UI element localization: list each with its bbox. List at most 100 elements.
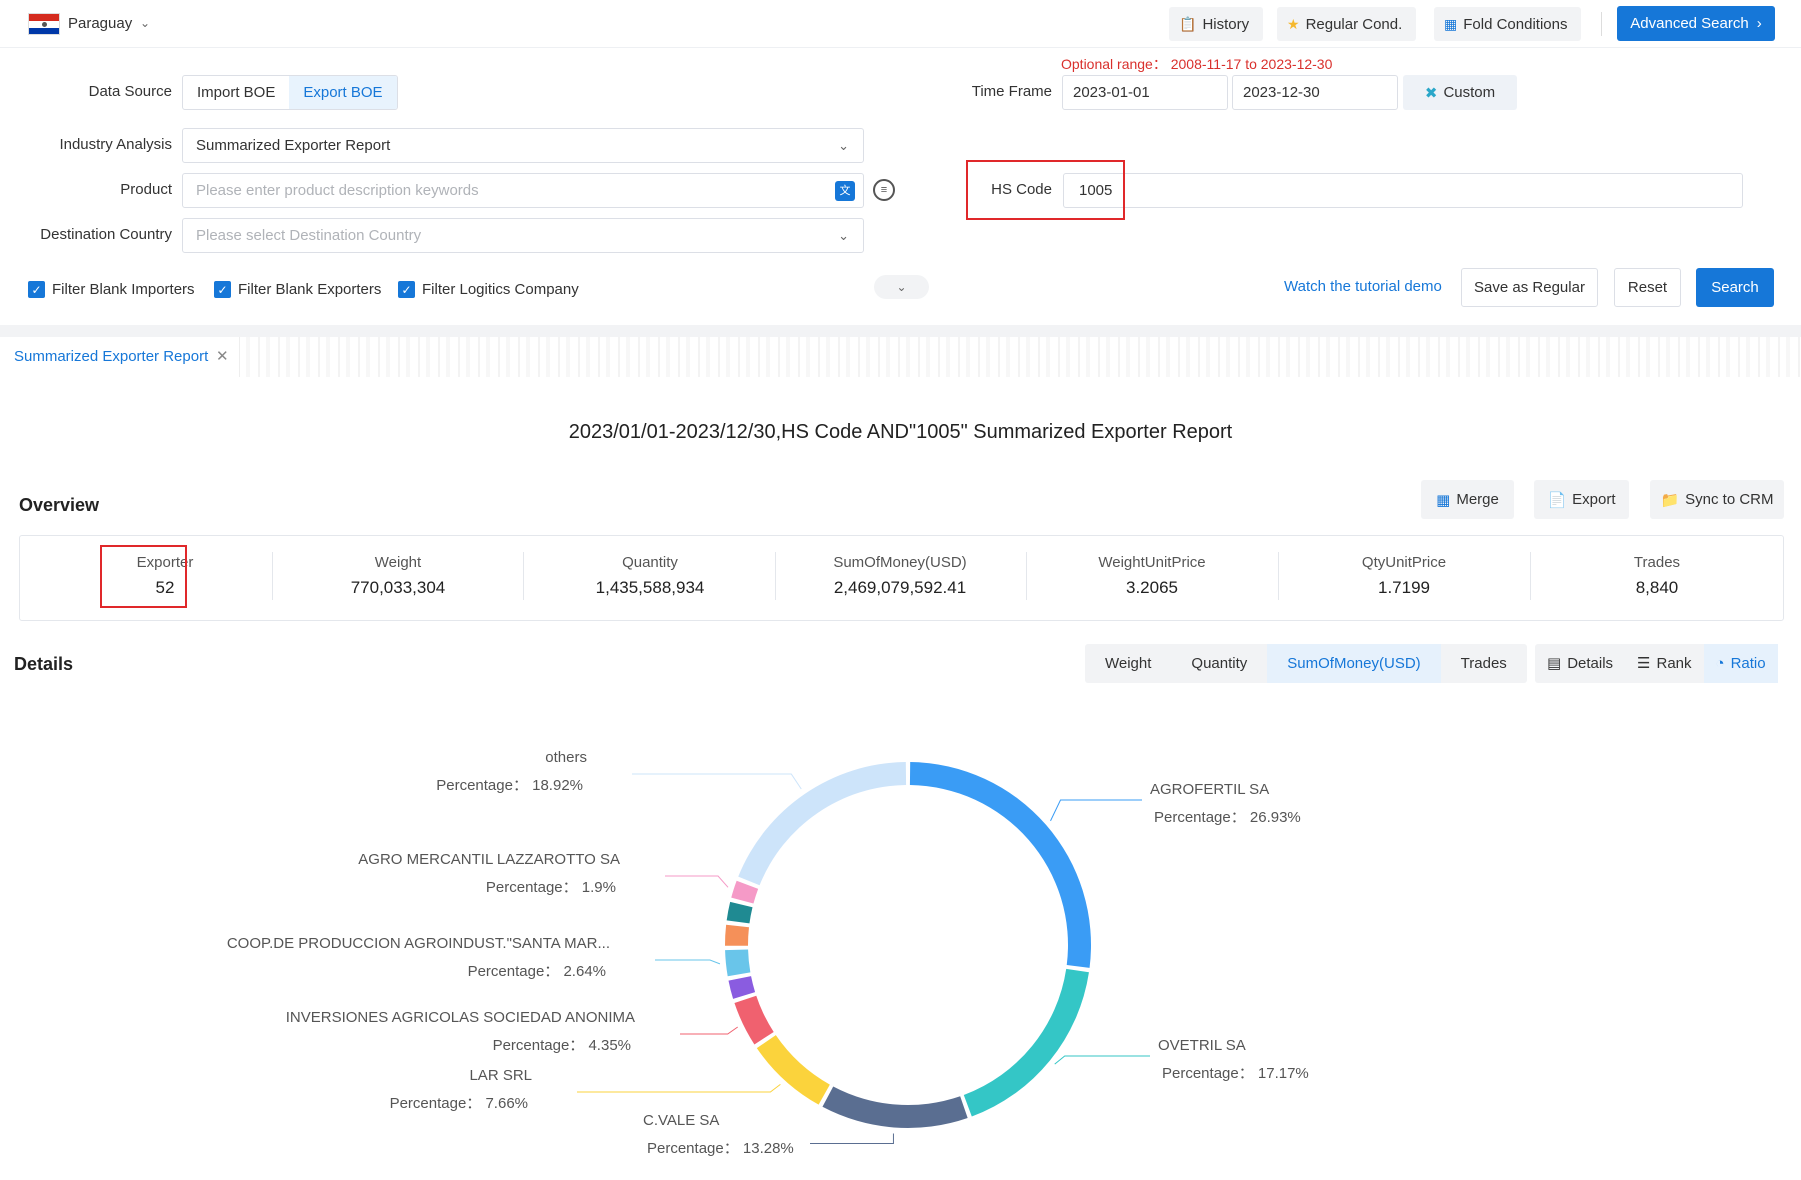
pie-chart-icon: ◔ bbox=[1715, 655, 1725, 672]
translate-icon[interactable]: 文 bbox=[835, 181, 855, 201]
slice-name-label: AGROFERTIL SA bbox=[1150, 781, 1269, 798]
toolbar-divider bbox=[1601, 12, 1602, 36]
slice-percentage-label: Percentage： 18.92% bbox=[436, 777, 583, 794]
tab-weight[interactable]: Weight bbox=[1105, 655, 1152, 672]
donut-slice[interactable] bbox=[726, 901, 753, 924]
industry-analysis-select[interactable]: Summarized Exporter Report ⌄ bbox=[182, 128, 864, 163]
filter-blank-exporters-checkbox[interactable]: ✓ Filter Blank Exporters bbox=[214, 281, 381, 298]
donut-slice[interactable] bbox=[725, 949, 751, 977]
donut-slice[interactable] bbox=[738, 762, 907, 886]
slice-leader-line bbox=[1054, 1055, 1150, 1065]
chevron-down-icon: ⌄ bbox=[838, 228, 849, 243]
donut-slice[interactable] bbox=[728, 976, 756, 999]
slice-name-label: C.VALE SA bbox=[643, 1112, 719, 1129]
history-button[interactable]: 📋 History bbox=[1169, 7, 1264, 41]
stat-weight: Weight 770,033,304 bbox=[350, 554, 446, 597]
slice-name-label: OVETRIL SA bbox=[1158, 1037, 1246, 1054]
donut-slice[interactable] bbox=[963, 968, 1089, 1117]
tab-ratio[interactable]: ◔ Ratio bbox=[1703, 644, 1778, 683]
date-to-input[interactable]: 2023-12-30 bbox=[1232, 75, 1398, 110]
hs-code-input[interactable]: 1005 bbox=[1063, 173, 1743, 208]
optional-range-note: Optional range： 2008-11-17 to 2023-12-30 bbox=[1061, 56, 1333, 72]
custom-range-button[interactable]: ✖ Custom bbox=[1403, 75, 1517, 110]
export-icon: 📄 bbox=[1547, 491, 1567, 509]
hs-code-highlight bbox=[966, 160, 1125, 220]
slice-percentage-label: Percentage： 26.93% bbox=[1154, 809, 1301, 826]
slice-percentage-label: Percentage： 4.35% bbox=[493, 1037, 631, 1054]
slice-leader-line bbox=[655, 959, 721, 965]
paraguay-flag-icon bbox=[28, 13, 60, 35]
product-input[interactable]: Please enter product description keyword… bbox=[182, 173, 864, 208]
import-boe-option[interactable]: Import BOE bbox=[197, 84, 276, 101]
checkmark-icon: ✓ bbox=[214, 281, 231, 298]
donut-slice[interactable] bbox=[724, 924, 749, 946]
metric-tabs: Weight Quantity SumOfMoney(USD) Trades bbox=[1085, 644, 1527, 683]
donut-slice[interactable] bbox=[756, 1035, 830, 1105]
data-source-label: Data Source bbox=[88, 83, 172, 100]
chevron-down-icon[interactable]: ⌄ bbox=[140, 16, 151, 30]
tab-summarized-exporter-report[interactable]: Summarized Exporter Report ✕ bbox=[0, 337, 240, 377]
donut-slice[interactable] bbox=[734, 995, 774, 1045]
fold-icon: ▦ bbox=[1444, 15, 1458, 32]
slice-name-label: COOP.DE PRODUCCION AGROINDUST."SANTA MAR… bbox=[227, 935, 610, 952]
stat-quantity: Quantity 1,435,588,934 bbox=[595, 554, 705, 597]
tab-trades[interactable]: Trades bbox=[1460, 655, 1507, 672]
keyword-tool-icon[interactable]: ≡ bbox=[873, 179, 895, 201]
stat-divider bbox=[775, 552, 776, 600]
stat-qty-unit-price: QtyUnitPrice 1.7199 bbox=[1361, 554, 1447, 597]
merge-button[interactable]: ▦ Merge bbox=[1421, 480, 1514, 519]
chevron-right-icon: › bbox=[1756, 15, 1762, 32]
expand-conditions-button[interactable]: ⌄ bbox=[874, 275, 929, 299]
advanced-search-button[interactable]: Advanced Search › bbox=[1617, 6, 1775, 41]
slice-percentage-label: Percentage： 13.28% bbox=[647, 1140, 794, 1157]
stat-divider bbox=[1530, 552, 1531, 600]
slice-leader-line bbox=[1050, 799, 1142, 822]
export-boe-option[interactable]: Export BOE bbox=[289, 76, 397, 109]
save-as-regular-button[interactable]: Save as Regular bbox=[1461, 268, 1598, 307]
stat-trades: Trades 8,840 bbox=[1633, 554, 1681, 597]
details-heading: Details bbox=[14, 654, 74, 674]
slice-leader-line bbox=[810, 1133, 894, 1144]
donut-slice[interactable] bbox=[822, 1086, 968, 1128]
search-button[interactable]: Search bbox=[1696, 268, 1774, 307]
checkmark-icon: ✓ bbox=[28, 281, 45, 298]
overview-heading: Overview bbox=[19, 495, 100, 515]
donut-slice[interactable] bbox=[909, 762, 1092, 968]
fold-conditions-button[interactable]: ▦ Fold Conditions bbox=[1434, 7, 1582, 41]
reset-button[interactable]: Reset bbox=[1614, 268, 1681, 307]
exporter-count-highlight bbox=[100, 545, 187, 608]
slice-leader-line bbox=[680, 1026, 738, 1035]
sync-to-crm-button[interactable]: 📁 Sync to CRM bbox=[1650, 480, 1784, 519]
hs-code-label: HS Code bbox=[991, 181, 1052, 198]
tab-details[interactable]: ▤ Details bbox=[1535, 644, 1625, 683]
stat-divider bbox=[272, 552, 273, 600]
country-selector[interactable]: Paraguay bbox=[68, 15, 133, 32]
stat-weight-unit-price: WeightUnitPrice 3.2065 bbox=[1098, 554, 1206, 597]
stat-divider bbox=[1278, 552, 1279, 600]
destination-country-select[interactable]: Please select Destination Country ⌄ bbox=[182, 218, 864, 253]
sync-icon: 📁 bbox=[1660, 491, 1680, 509]
slice-name-label: INVERSIONES AGRICOLAS SOCIEDAD ANONIMA bbox=[286, 1009, 635, 1026]
history-icon: 📋 bbox=[1179, 15, 1197, 32]
tab-rank[interactable]: ☰ Rank bbox=[1625, 644, 1703, 683]
tab-quantity[interactable]: Quantity bbox=[1191, 655, 1248, 672]
overview-stats: Exporter 52 Weight 770,033,304 Quantity … bbox=[19, 535, 1784, 621]
date-from-input[interactable]: 2023-01-01 bbox=[1062, 75, 1228, 110]
close-icon[interactable]: ✕ bbox=[216, 348, 229, 365]
tab-sum-of-money[interactable]: SumOfMoney(USD) bbox=[1267, 644, 1441, 683]
filter-blank-importers-checkbox[interactable]: ✓ Filter Blank Importers bbox=[28, 281, 195, 298]
stat-exporter: Exporter 52 bbox=[136, 554, 194, 597]
filter-logistics-company-checkbox[interactable]: ✓ Filter Logitics Company bbox=[398, 281, 579, 298]
top-bar: Paraguay ⌄ 📋 History ★ Regular Cond. ▦ F… bbox=[0, 0, 1801, 48]
star-icon: ★ bbox=[1287, 15, 1300, 32]
stat-sum-of-money: SumOfMoney(USD) 2,469,079,592.41 bbox=[833, 554, 967, 597]
donut-slice[interactable] bbox=[731, 880, 759, 904]
export-button[interactable]: 📄 Export bbox=[1534, 480, 1629, 519]
slice-name-label: LAR SRL bbox=[469, 1067, 532, 1084]
tutorial-demo-link[interactable]: Watch the tutorial demo bbox=[1284, 278, 1442, 295]
regular-cond-button[interactable]: ★ Regular Cond. bbox=[1277, 7, 1417, 41]
slice-percentage-label: Percentage： 1.9% bbox=[486, 879, 616, 896]
slice-percentage-label: Percentage： 7.66% bbox=[390, 1095, 528, 1112]
slice-percentage-label: Percentage： 17.17% bbox=[1162, 1065, 1309, 1082]
slice-percentage-label: Percentage： 2.64% bbox=[468, 963, 606, 980]
